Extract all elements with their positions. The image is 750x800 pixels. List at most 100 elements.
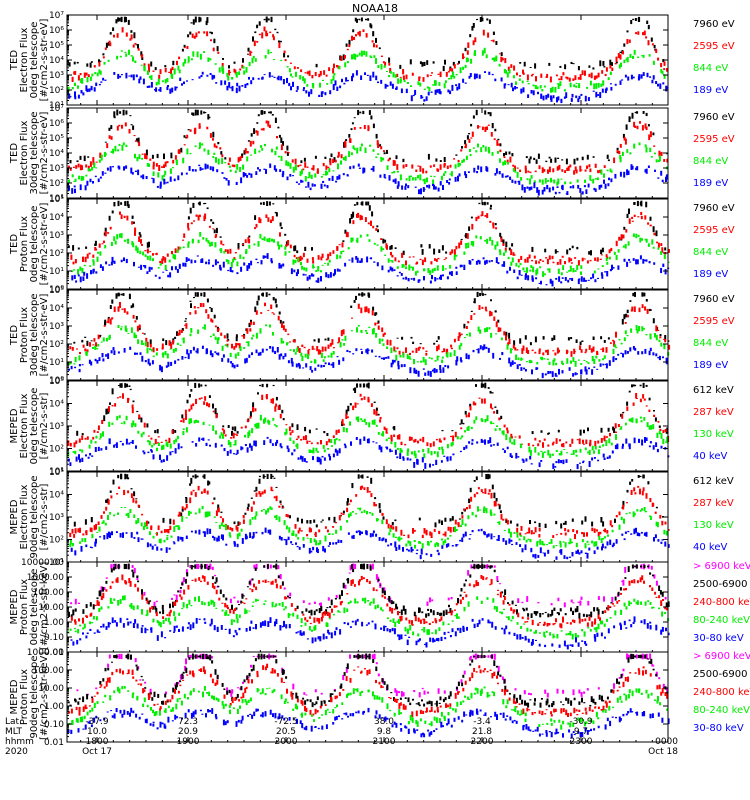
data-mark: [248, 430, 251, 436]
data-mark: [384, 177, 387, 179]
data-mark: [354, 54, 357, 60]
data-mark: [581, 70, 584, 76]
data-mark: [347, 247, 350, 250]
data-mark: [380, 357, 383, 360]
data-mark: [652, 75, 655, 80]
data-mark: [360, 258, 363, 263]
data-mark: [368, 293, 371, 298]
data-mark: [125, 17, 127, 22]
data-mark: [144, 153, 147, 159]
data-mark: [353, 117, 356, 119]
data-mark: [484, 71, 486, 73]
data-mark: [589, 168, 592, 173]
data-mark: [365, 306, 368, 312]
data-mark: [664, 428, 667, 433]
data-mark: [255, 171, 258, 175]
data-mark: [380, 79, 383, 84]
data-mark: [637, 485, 640, 488]
data-mark: [84, 538, 87, 543]
data-mark: [633, 49, 636, 55]
data-mark: [655, 521, 658, 526]
data-mark: [79, 266, 82, 271]
data-mark: [143, 333, 146, 335]
data-mark: [645, 147, 648, 153]
data-mark: [598, 359, 601, 362]
data-mark: [150, 75, 153, 80]
data-mark: [605, 87, 608, 91]
data-mark: [199, 142, 201, 148]
data-mark: [322, 173, 325, 176]
data-mark: [278, 311, 281, 315]
data-mark: [396, 266, 399, 269]
data-mark: [621, 413, 624, 419]
data-mark: [233, 164, 236, 168]
data-mark: [529, 520, 531, 525]
data-mark: [289, 437, 292, 441]
data-mark: [446, 444, 449, 449]
data-mark: [390, 245, 393, 250]
data-mark: [148, 85, 151, 88]
data-mark: [628, 443, 631, 450]
data-mark: [451, 441, 454, 446]
data-mark: [382, 248, 385, 250]
data-mark: [430, 540, 432, 543]
data-mark: [86, 77, 89, 83]
data-mark: [371, 310, 374, 316]
data-mark: [291, 430, 294, 433]
data-mark: [109, 318, 112, 325]
data-mark: [517, 265, 520, 268]
data-mark: [609, 71, 612, 76]
data-mark: [499, 158, 501, 163]
data-mark: [442, 265, 444, 271]
data-mark: [312, 274, 315, 277]
data-mark: [382, 157, 385, 161]
data-mark: [622, 411, 625, 414]
data-mark: [229, 248, 232, 254]
data-mark: [628, 418, 631, 422]
data-mark: [191, 238, 194, 242]
data-mark: [364, 217, 367, 222]
data-mark: [593, 270, 596, 274]
data-mark: [554, 87, 557, 93]
data-mark: [301, 456, 304, 462]
data-mark: [665, 174, 668, 180]
data-mark: [99, 334, 102, 337]
data-mark: [542, 95, 545, 101]
data-mark: [455, 359, 458, 366]
data-mark: [274, 211, 277, 214]
data-mark: [240, 155, 243, 158]
data-mark: [104, 152, 107, 156]
series-3-4: [71, 253, 670, 287]
data-mark: [202, 303, 205, 308]
data-mark: [476, 492, 479, 495]
data-mark: [210, 241, 213, 247]
data-mark: [200, 292, 203, 297]
data-mark: [638, 438, 640, 443]
data-mark: [379, 174, 382, 178]
data-mark: [289, 163, 292, 169]
data-mark: [473, 480, 476, 482]
data-mark: [202, 237, 205, 240]
data-mark: [260, 128, 263, 131]
data-mark: [636, 166, 639, 171]
data-mark: [181, 516, 184, 522]
data-mark: [186, 399, 189, 404]
data-mark: [317, 255, 320, 260]
data-mark: [563, 96, 566, 99]
data-mark: [203, 111, 206, 114]
data-mark: [494, 78, 497, 82]
data-mark: [279, 500, 282, 504]
data-mark: [272, 331, 274, 336]
y-tick-label: 10²: [49, 340, 64, 350]
data-mark: [212, 156, 215, 159]
data-mark: [125, 165, 128, 169]
data-mark: [582, 460, 585, 463]
data-mark: [635, 393, 638, 399]
data-mark: [608, 177, 610, 181]
data-mark: [127, 397, 130, 401]
data-mark: [653, 232, 656, 236]
data-mark: [629, 300, 632, 302]
data-mark: [197, 239, 200, 244]
data-mark: [555, 277, 558, 280]
data-mark: [234, 433, 237, 435]
